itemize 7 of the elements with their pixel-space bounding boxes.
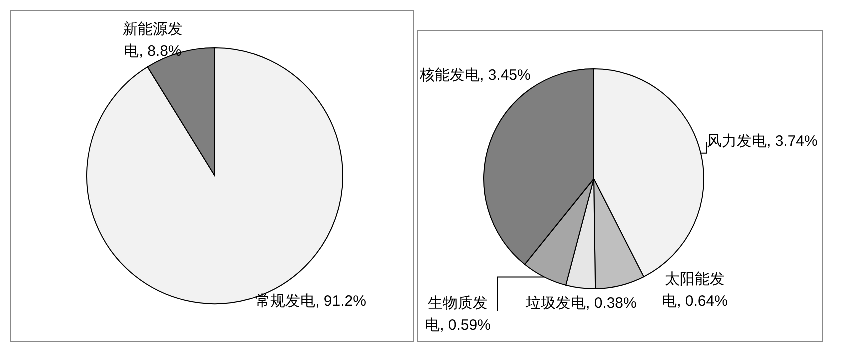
slice-label: 风力发电, 3.74% — [707, 132, 818, 152]
slice-label: 核能发电, 3.45% — [420, 66, 531, 86]
slice-label: 新能源发电, 8.8% — [122, 20, 184, 62]
slice-label: 常规发电, 91.2% — [254, 292, 368, 312]
slice-label: 垃圾发电, 0.38% — [526, 294, 637, 314]
slice-label: 太阳能发电, 0.64% — [661, 270, 729, 312]
slice-label: 生物质发电, 0.59% — [424, 294, 492, 336]
